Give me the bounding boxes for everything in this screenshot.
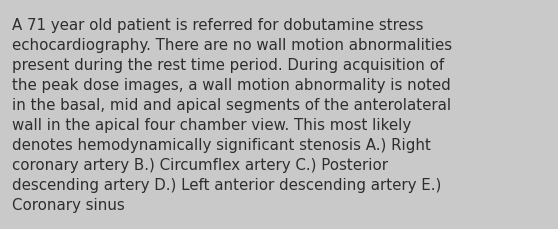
Text: A 71 year old patient is referred for dobutamine stress
echocardiography. There : A 71 year old patient is referred for do… xyxy=(12,18,452,213)
